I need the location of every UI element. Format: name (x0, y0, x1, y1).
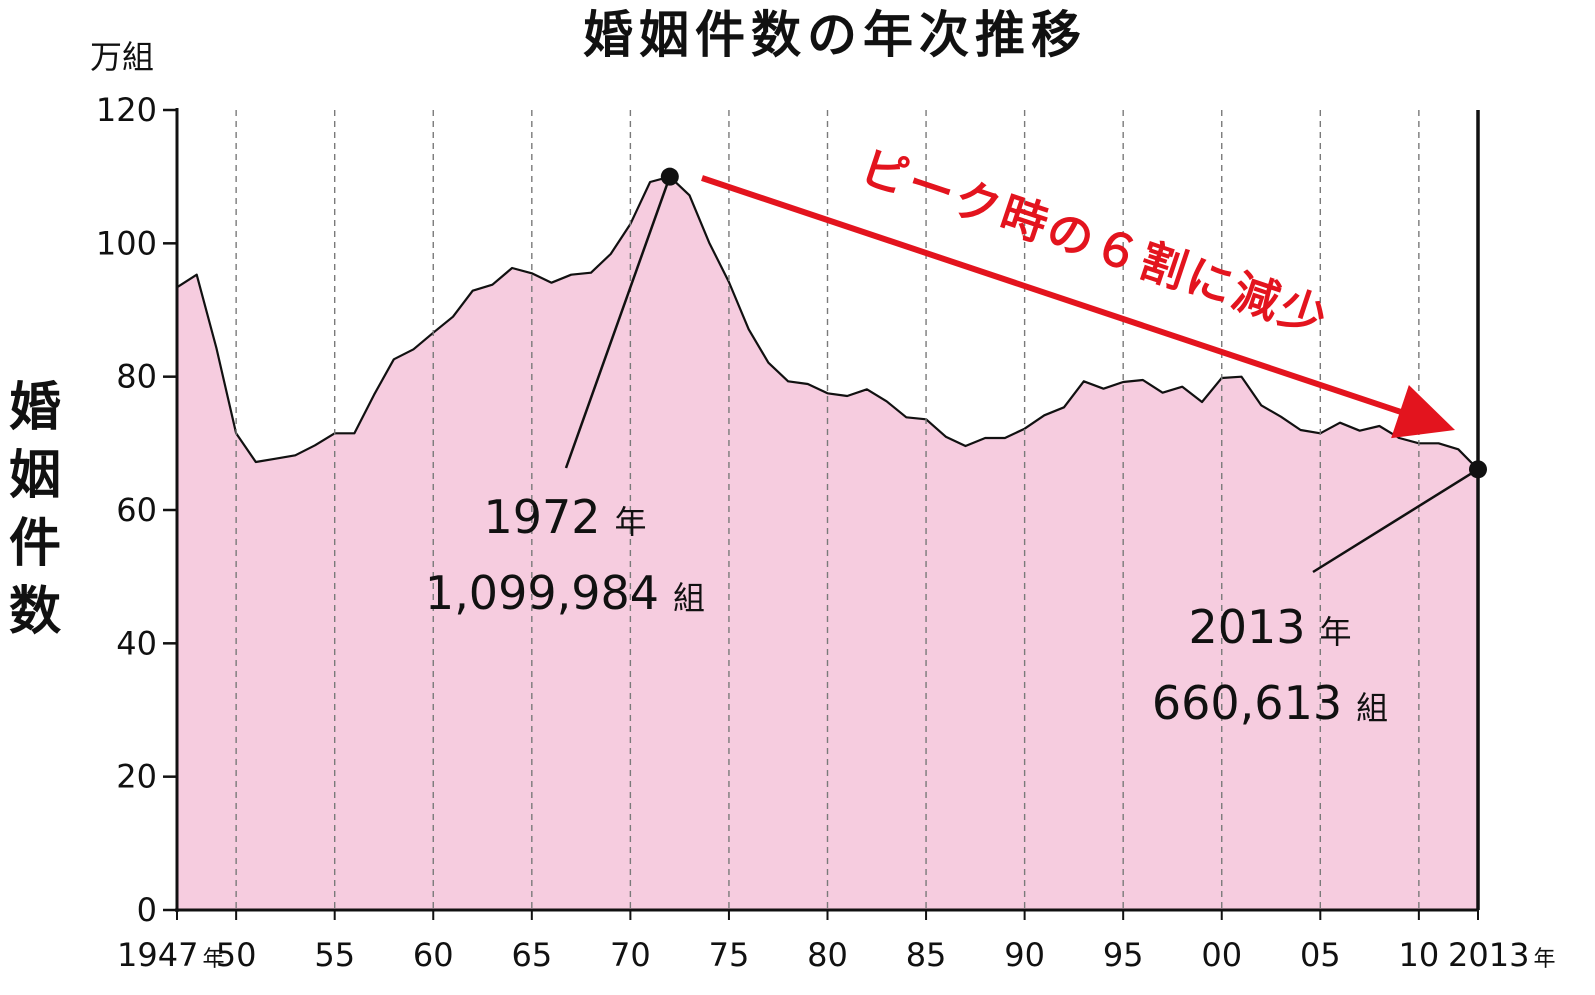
y-axis-title: 婚姻件数 (9, 378, 61, 642)
annotation-year-1972: 1972 年 (483, 490, 646, 544)
annotation-point-2013 (1469, 460, 1487, 479)
y-tick-label-120: 120 (96, 91, 157, 129)
x-tick-label-65: 65 (511, 936, 552, 974)
x-tick-label-85: 85 (906, 936, 947, 974)
annotation-count-1972: 1,099,984 組 (425, 566, 705, 620)
x-tick-label-90: 90 (1004, 936, 1045, 974)
x-tick-label-1947: 1947 年 (117, 936, 224, 974)
x-tick-label-95: 95 (1103, 936, 1144, 974)
y-tick-label-100: 100 (96, 224, 157, 262)
x-tick-label-55: 55 (314, 936, 355, 974)
series-line (176, 175, 1479, 471)
x-tick-label-70: 70 (610, 936, 651, 974)
chart-title: 婚姻件数の年次推移 (583, 6, 1087, 64)
annotation-count-2013: 660,613 組 (1152, 676, 1388, 730)
y-tick-label-40: 40 (116, 624, 157, 662)
annotation-leader-2013 (1312, 468, 1479, 574)
x-tick-label-50: 50 (216, 936, 257, 974)
annotation-point-1972 (660, 167, 679, 186)
decline-arrow-shaft (701, 175, 1414, 419)
decline-arrow-head (1391, 385, 1455, 439)
y-unit-label: 万組 (90, 38, 154, 76)
y-tick-label-20: 20 (116, 758, 157, 796)
x-tick-label-05: 05 (1300, 936, 1341, 974)
y-tick-label-0: 0 (137, 891, 157, 929)
y-tick-label-80: 80 (116, 358, 157, 396)
annotation-year-2013: 2013 年 (1188, 600, 1351, 654)
grid-layer (235, 110, 1420, 910)
x-tick-label-00: 00 (1201, 936, 1242, 974)
axis-layer: 0 20 40 60 80 100 120 1947 年50 55 60 65 70 75 80 85 90 95… (96, 91, 1556, 974)
x-tick-label-60: 60 (413, 936, 454, 974)
y-tick-label-60: 60 (116, 491, 157, 529)
annotation-leader-1972 (564, 176, 671, 469)
x-tick-label-75: 75 (709, 936, 750, 974)
x-tick-label-80: 80 (807, 936, 848, 974)
x-tick-label-2013: 2013 年 (1448, 936, 1555, 974)
x-tick-label-10: 10 (1399, 936, 1440, 974)
